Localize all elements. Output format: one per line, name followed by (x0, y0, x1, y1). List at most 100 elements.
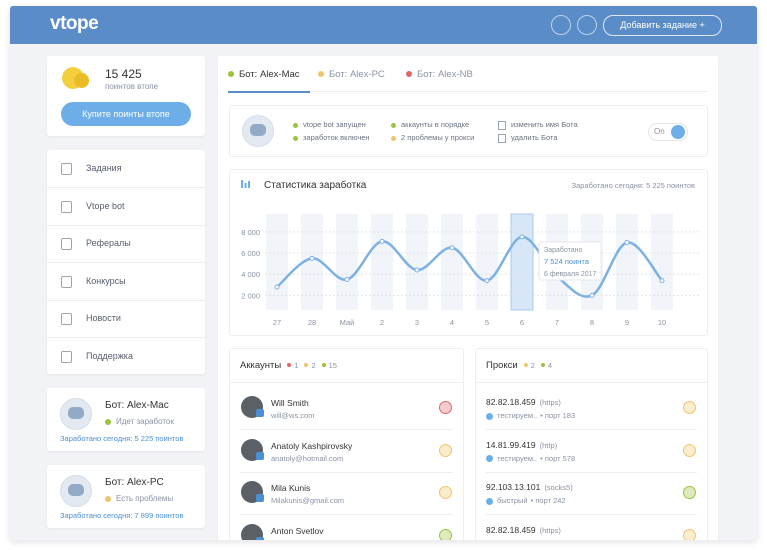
port: • порт 183 (540, 411, 576, 420)
tab[interactable]: Бот: Alex-PC (318, 69, 395, 91)
status-dot (293, 122, 298, 128)
column-band (266, 214, 288, 310)
x-tick-label: 10 (658, 318, 666, 327)
toggle-knob (671, 125, 685, 139)
status-item: аккаунты в порядке (391, 120, 469, 129)
column-band (616, 214, 638, 310)
nav-item[interactable]: Конкурсы (47, 263, 205, 301)
bot-action[interactable]: удалить Бота (498, 133, 558, 143)
x-tick-label: 27 (273, 318, 281, 327)
avatar-badge (256, 536, 264, 540)
x-tick-label: Май (340, 318, 355, 327)
add-task-button[interactable]: Добавить задание + (603, 15, 722, 36)
separator (47, 224, 205, 226)
nav-label: Задания (86, 163, 122, 173)
status-icon (683, 528, 696, 540)
separator (486, 514, 697, 515)
x-tick-label: 9 (625, 318, 629, 327)
count: 15 (328, 361, 337, 370)
proxies-box: Прокси 2 4 82.82.18.459 (https) тестируем.. • … (475, 348, 708, 540)
account-name: Anatoly Kashpirovsky (271, 440, 353, 451)
status-icon (683, 443, 696, 457)
nav-item[interactable]: Поддержка (47, 338, 205, 375)
separator (240, 514, 453, 515)
bot-avatar-face (68, 484, 84, 496)
tab[interactable]: Бот: Alex-NB (406, 69, 483, 91)
proxy-ip: 82.82.18.459 (https) (486, 525, 561, 535)
tooltip-date: 6 февраля 2017 (544, 271, 596, 278)
point (379, 238, 385, 244)
column-band (336, 214, 358, 310)
y-tick-label: 8 000 (241, 228, 260, 237)
tab[interactable]: Бот: Alex-Mac (228, 69, 310, 93)
point (484, 278, 490, 284)
count-dot (540, 363, 545, 368)
tab-label: Бот: Alex-Mac (239, 69, 300, 80)
status-icon (439, 401, 452, 414)
separator (47, 262, 205, 263)
account-row[interactable]: Anatoly Kashpirovsky anatoly@hotmail.com (230, 430, 463, 473)
coin-icon (74, 73, 89, 88)
nav-icon (61, 200, 72, 213)
nav-icon (61, 275, 72, 288)
avatar-badge (256, 409, 264, 417)
chart-icon (241, 180, 243, 188)
points-caption: поинтов втопе (105, 82, 159, 91)
nav-item[interactable]: Новости (47, 300, 205, 338)
action-icon (498, 133, 506, 143)
proto: (https) (539, 525, 561, 535)
count-dot (321, 363, 326, 368)
app-frame: vtope Добавить задание + 15 425 поинтов … (10, 6, 757, 540)
account-row[interactable]: Anton Svetlov anton@gmail.com (230, 515, 463, 540)
logo[interactable]: vtope (50, 13, 99, 34)
status-icon (683, 401, 696, 414)
bot-action[interactable]: изменить имя Бота (498, 120, 578, 130)
separator (47, 299, 205, 301)
proxy-ip: 92.103.13.101 (socks5) (486, 482, 573, 492)
tooltip-label: Заработано (544, 246, 583, 254)
status-text: Есть проблемы (116, 494, 174, 503)
nav-item[interactable]: Задания (47, 150, 205, 188)
proxy-row[interactable]: 82.82.18.459(https)тестируем..• порт 183 (476, 387, 707, 430)
tab-dot (228, 71, 234, 78)
tooltip (538, 241, 602, 281)
buy-button[interactable]: Купите поинты втопе (61, 102, 191, 126)
toggle[interactable]: On (648, 123, 688, 141)
count-dot (287, 363, 292, 368)
bot-earned: Заработано сегодня: 5 225 поинтов (60, 434, 184, 443)
bot-avatar-face (250, 124, 266, 136)
notifications-button[interactable] (551, 15, 571, 35)
x-tick-label: 2 (380, 318, 384, 327)
bot-card: Бот: Alex-PC Есть проблемы Заработано сего… (47, 465, 205, 528)
proxy-ip: 14.81.99.419 (http) (486, 440, 557, 450)
proxy-row[interactable]: 14.81.99.419 (http) тестируем.. • порт 578 (476, 430, 707, 473)
chart-icon (248, 181, 250, 188)
nav-label: Vtope bot (86, 200, 125, 211)
separator (47, 337, 205, 338)
nav-item[interactable]: Vtope bot (47, 188, 205, 226)
account-row[interactable]: Mila Kunis Milakunis@gmail.com (230, 472, 463, 515)
tab-dot (318, 71, 324, 78)
bot-name: Бот: Alex-Mac (105, 400, 169, 411)
x-tick-label: 3 (415, 318, 419, 327)
status-text: удалить Бота (511, 133, 558, 142)
nav-label: Поддержка (86, 350, 133, 361)
proxy-row[interactable]: 82.82.18.459(https)тестируем..• порт 183 (476, 515, 707, 540)
bot-status: vtope bot запущен заработок включен аккаун… (229, 105, 708, 157)
state-icon (486, 497, 493, 505)
account-row[interactable]: Will Smith will@ws.com (230, 387, 463, 430)
separator (47, 187, 205, 188)
proxy-row[interactable]: 92.103.13.101 (socks5) быстрый • порт 242 (476, 472, 707, 515)
x-tick-label: 5 (485, 318, 489, 327)
column-band (301, 214, 323, 310)
point (624, 239, 630, 245)
proxy-info: тестируем.. • порт 578 (486, 454, 575, 463)
point (309, 255, 315, 261)
menu-button[interactable] (577, 15, 597, 35)
chart-box: Статистика заработка Заработано сегодня:… (229, 169, 708, 336)
box-title: Прокси (486, 360, 518, 371)
column-band (476, 214, 498, 310)
nav-item[interactable]: Рефералы (47, 225, 205, 263)
status-text: изменить имя Бота (511, 120, 578, 129)
ip: 82.82.18.459 (486, 524, 536, 535)
